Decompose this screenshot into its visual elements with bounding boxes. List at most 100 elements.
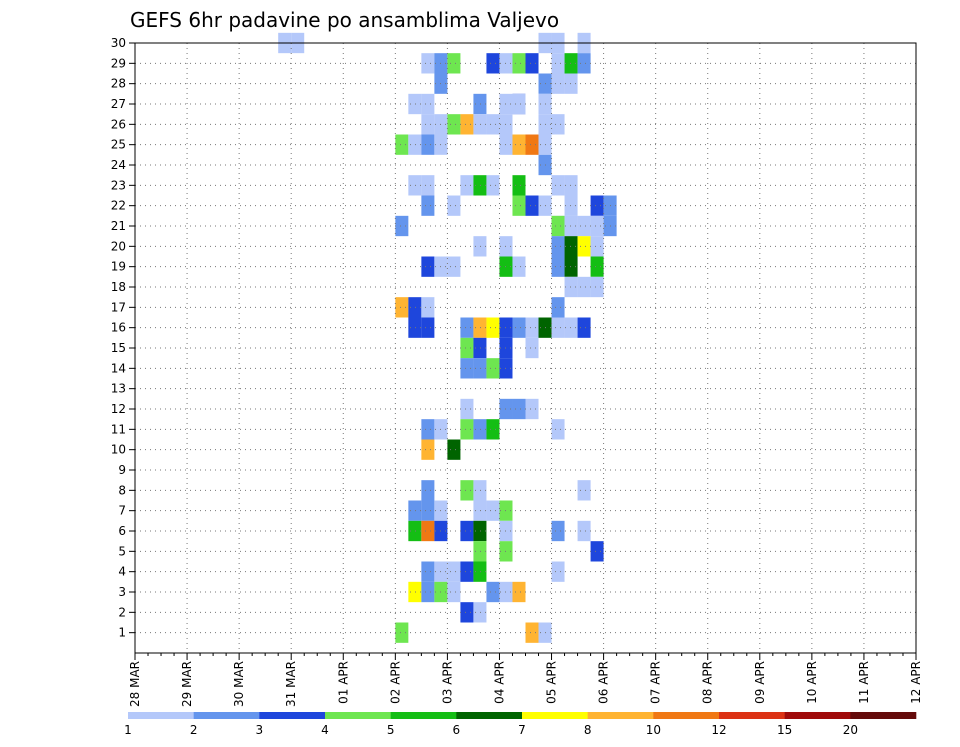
- heatmap-cell: [551, 236, 565, 257]
- heatmap-cell: [460, 602, 474, 623]
- heatmap-cell: [421, 480, 435, 501]
- heatmap-cell: [486, 317, 500, 338]
- heatmap-cell: [525, 337, 539, 359]
- heatmap-cell: [577, 53, 591, 74]
- heatmap-cell: [447, 256, 461, 277]
- heatmap-cells: [278, 32, 617, 643]
- heatmap-cell: [473, 337, 487, 359]
- x-tick-label: 06 APR: [597, 661, 611, 704]
- heatmap-cell: [564, 73, 578, 94]
- heatmap-cell: [486, 358, 500, 379]
- heatmap-cell: [447, 53, 461, 74]
- heatmap-cell: [460, 520, 474, 542]
- heatmap-cell: [551, 520, 565, 542]
- heatmap-cell: [564, 175, 578, 196]
- heatmap-cell: [460, 398, 474, 420]
- y-tick-label: 16: [111, 321, 126, 335]
- heatmap-cell: [421, 114, 435, 135]
- colorbar-segment: [719, 712, 785, 719]
- heatmap-cell: [577, 215, 591, 237]
- y-tick-label: 2: [118, 605, 126, 619]
- heatmap-cell: [473, 561, 487, 582]
- heatmap-cell: [590, 256, 604, 277]
- heatmap-cell: [421, 134, 435, 155]
- heatmap-cell: [408, 175, 422, 196]
- x-tick-label: 11 APR: [857, 661, 871, 704]
- y-tick-label: 14: [111, 361, 126, 375]
- x-tick-label: 29 MAR: [180, 661, 194, 707]
- heatmap-cell: [473, 93, 487, 115]
- heatmap-cell: [473, 520, 487, 542]
- y-tick-label: 17: [111, 300, 126, 314]
- heatmap-cell: [512, 93, 526, 115]
- colorbar-label: 3: [256, 723, 264, 737]
- y-tick-label: 30: [111, 36, 126, 50]
- heatmap-cell: [395, 622, 409, 643]
- heatmap-cell: [408, 297, 422, 318]
- heatmap-cell: [460, 480, 474, 501]
- x-tick-label: 12 APR: [909, 661, 923, 704]
- heatmap-cell: [473, 175, 487, 196]
- heatmap-cell: [460, 358, 474, 379]
- heatmap-cell: [551, 73, 565, 94]
- heatmap-cell: [551, 419, 565, 440]
- heatmap-cell: [525, 317, 539, 338]
- colorbar-segment: [456, 712, 523, 719]
- heatmap-cell: [512, 175, 526, 196]
- heatmap-cell: [473, 114, 487, 135]
- heatmap-cell: [577, 236, 591, 257]
- heatmap-cell: [473, 317, 487, 338]
- heatmap-cell: [421, 419, 435, 440]
- y-tick-label: 29: [111, 56, 126, 70]
- colorbar-label: 12: [711, 723, 726, 737]
- heatmap-cell: [421, 317, 435, 338]
- heatmap-cell: [421, 195, 435, 216]
- heatmap-cell: [590, 195, 604, 216]
- heatmap-cell: [551, 53, 565, 74]
- heatmap-cell: [564, 195, 578, 216]
- colorbar-segment: [128, 712, 194, 719]
- heatmap-cell: [460, 114, 474, 135]
- heatmap-cell: [395, 215, 409, 237]
- colorbar-segment: [653, 712, 720, 719]
- y-tick-label: 15: [111, 341, 126, 355]
- heatmap-cell: [525, 134, 539, 155]
- heatmap-cell: [460, 337, 474, 359]
- colorbar-label: 7: [518, 723, 526, 737]
- heatmap-cell: [564, 53, 578, 74]
- heatmap-cell: [473, 480, 487, 501]
- heatmap-cell: [408, 520, 422, 542]
- colorbar-segment: [193, 712, 260, 719]
- heatmap-cell: [421, 520, 435, 542]
- heatmap-cell: [525, 53, 539, 74]
- colorbar-segment: [784, 712, 851, 719]
- heatmap-cell: [408, 317, 422, 338]
- heatmap-cell: [512, 195, 526, 216]
- colorbar-label: 8: [584, 723, 592, 737]
- heatmap-cell: [486, 419, 500, 440]
- chart-title: GEFS 6hr padavine po ansamblima Valjevo: [130, 8, 559, 32]
- heatmap-cell: [473, 500, 487, 521]
- heatmap-cell: [447, 581, 461, 603]
- colorbar-label: 15: [777, 723, 792, 737]
- heatmap-cell: [486, 114, 500, 135]
- heatmap-cell: [421, 581, 435, 603]
- y-tick-label: 3: [118, 585, 126, 599]
- heatmap-cell: [512, 317, 526, 338]
- x-tick-label: 30 MAR: [232, 661, 246, 707]
- y-axis: 1234567891011121314151617181920212223242…: [111, 36, 135, 640]
- y-tick-label: 24: [111, 158, 126, 172]
- y-tick-label: 1: [118, 626, 126, 640]
- x-tick-label: 10 APR: [805, 661, 819, 704]
- heatmap-cell: [447, 561, 461, 582]
- heatmap-cell: [525, 622, 539, 643]
- heatmap-cell: [408, 500, 422, 521]
- x-tick-label: 02 APR: [388, 661, 402, 704]
- heatmap-cell: [564, 215, 578, 237]
- y-tick-label: 9: [118, 463, 126, 477]
- colorbar-segment: [587, 712, 654, 719]
- heatmap-cell: [577, 317, 591, 338]
- heatmap-cell: [512, 581, 526, 603]
- y-tick-label: 26: [111, 117, 126, 131]
- y-tick-label: 4: [118, 565, 126, 579]
